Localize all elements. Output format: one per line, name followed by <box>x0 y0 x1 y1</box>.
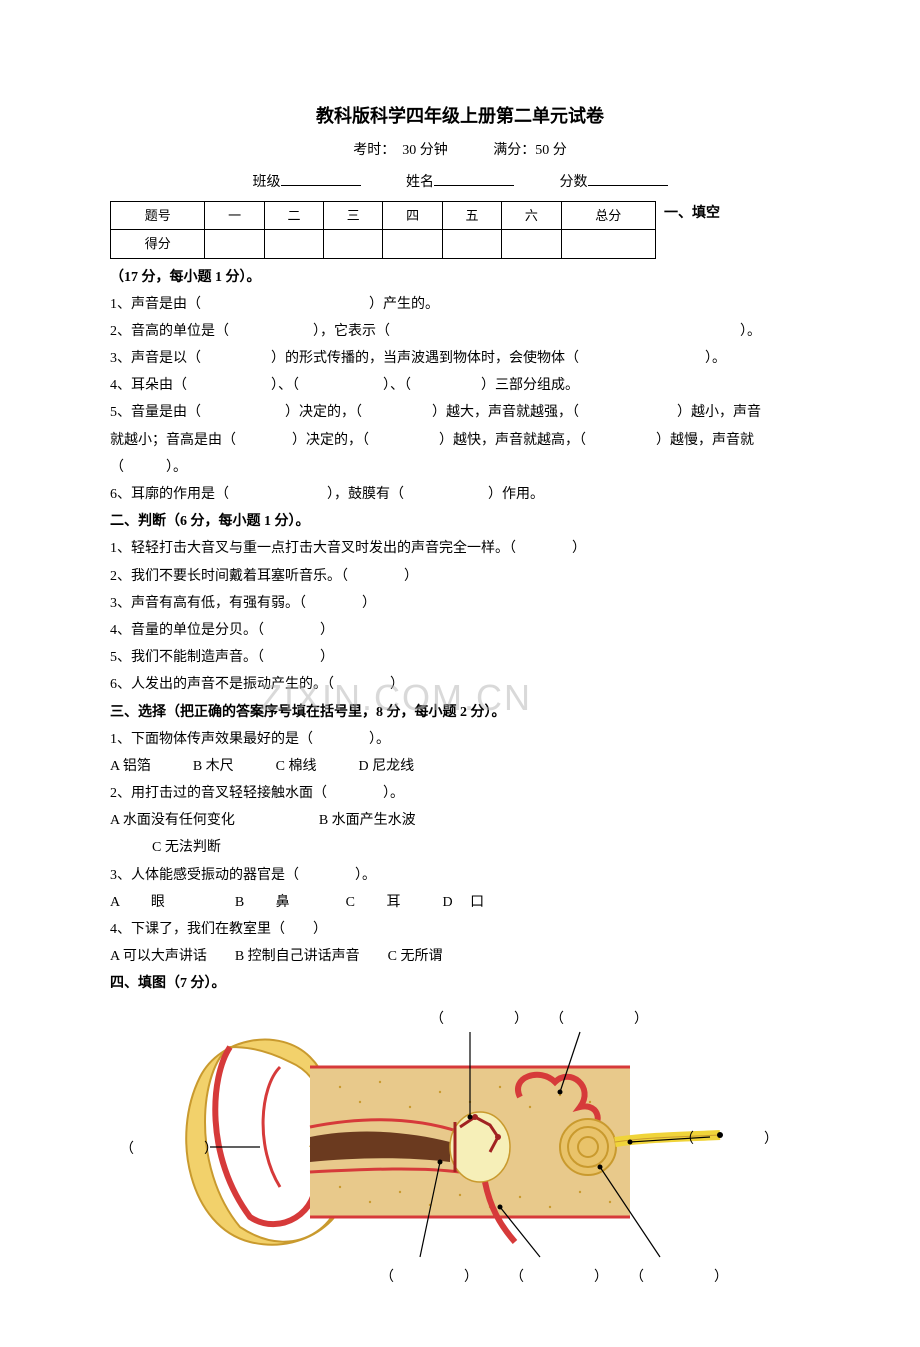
student-info: 班级 姓名 分数 <box>110 170 810 195</box>
s1-q5c: （ ）。 <box>110 455 810 480</box>
ear-label-right[interactable]: （ ） <box>680 1127 778 1152</box>
td-score-label: 得分 <box>111 230 205 258</box>
ear-label-top2[interactable]: （ ） <box>550 1007 648 1032</box>
td-cell[interactable] <box>383 230 442 258</box>
ear-label-bot1[interactable]: （ ） <box>380 1265 478 1290</box>
th-total: 总分 <box>561 201 655 229</box>
score-blank[interactable] <box>588 170 668 186</box>
exam-time-label: 考时： <box>353 143 395 158</box>
s2-q5: 5、我们不能制造声音。（ ） <box>110 645 810 670</box>
s3-q4: 4、下课了，我们在教室里（ ） <box>110 917 810 942</box>
table-row: 得分 <box>111 230 656 258</box>
s1-q4: 4、耳朵由（ ）、（ ）、（ ）三部分组成。 <box>110 373 810 398</box>
score-label: 分数 <box>560 175 588 190</box>
section1-head-prefix: 一、填空 <box>664 201 720 226</box>
s3-q4-opts: A 可以大声讲话 B 控制自己讲话声音 C 无所谓 <box>110 944 810 969</box>
ear-label-top1[interactable]: （ ） <box>430 1007 528 1032</box>
table-row: 题号 一 二 三 四 五 六 总分 <box>111 201 656 229</box>
s2-q4: 4、音量的单位是分贝。（ ） <box>110 618 810 643</box>
s3-q2-opts-a: A 水面没有任何变化 B 水面产生水波 <box>110 808 810 833</box>
td-cell[interactable] <box>442 230 501 258</box>
td-cell[interactable] <box>502 230 561 258</box>
ear-label-bot2[interactable]: （ ） <box>510 1265 608 1290</box>
exam-meta: 考时： 30 分钟 满分：50 分 <box>110 138 810 163</box>
exam-time-value: 30 分钟 <box>402 143 448 158</box>
td-cell[interactable] <box>205 230 264 258</box>
s3-q1-opts: A 铝箔 B 木尺 C 棉线 D 尼龙线 <box>110 754 810 779</box>
class-blank[interactable] <box>281 170 361 186</box>
s3-q3-opts: A 眼 B 鼻 C 耳 D 口 <box>110 890 810 915</box>
th-6: 六 <box>502 201 561 229</box>
section1-head: （17 分，每小题 1 分）。 <box>110 265 810 290</box>
ear-label-bot3[interactable]: （ ） <box>630 1265 728 1290</box>
th-4: 四 <box>383 201 442 229</box>
td-cell[interactable] <box>324 230 383 258</box>
ear-diagram: （ ） （ ） （ ） （ ） （ ） （ ） （ ） <box>160 1007 760 1287</box>
th-1: 一 <box>205 201 264 229</box>
s1-q1: 1、声音是由（ ）产生的。 <box>110 292 810 317</box>
s2-q6: 6、人发出的声音不是振动产生的。（ ） <box>110 672 810 697</box>
s3-q2: 2、用打击过的音叉轻轻接触水面（ ）。 <box>110 781 810 806</box>
ear-label-left[interactable]: （ ） <box>120 1137 218 1162</box>
s2-q1: 1、轻轻打击大音叉与重一点打击大音叉时发出的声音完全一样。（ ） <box>110 536 810 561</box>
page-title: 教科版科学四年级上册第二单元试卷 <box>110 100 810 132</box>
section3-head: 三、选择（把正确的答案序号填在括号里，8 分，每小题 2 分）。 <box>110 700 810 725</box>
score-table: 题号 一 二 三 四 五 六 总分 得分 <box>110 201 656 259</box>
s1-q6: 6、耳廓的作用是（ ），鼓膜有（ ）作用。 <box>110 482 810 507</box>
th-5: 五 <box>442 201 501 229</box>
s2-q3: 3、声音有高有低，有强有弱。（ ） <box>110 591 810 616</box>
name-blank[interactable] <box>434 170 514 186</box>
th-2: 二 <box>264 201 323 229</box>
s3-q2-opts-b: C 无法判断 <box>110 835 810 860</box>
s3-q1: 1、下面物体传声效果最好的是（ ）。 <box>110 727 810 752</box>
th-qno: 题号 <box>111 201 205 229</box>
name-label: 姓名 <box>406 175 434 190</box>
ear-svg <box>160 1007 760 1267</box>
s1-q3: 3、声音是以（ ）的形式传播的，当声波遇到物体时，会使物体（ ）。 <box>110 346 810 371</box>
full-score-label: 满分：50 分 <box>493 143 567 158</box>
section4-head: 四、填图（7 分）。 <box>110 971 810 996</box>
s1-q2: 2、音高的单位是（ ），它表示（ ）。 <box>110 319 810 344</box>
td-cell[interactable] <box>561 230 655 258</box>
section2-head: 二、判断（6 分，每小题 1 分）。 <box>110 509 810 534</box>
s1-q5a: 5、音量是由（ ）决定的，（ ）越大，声音就越强，（ ）越小，声音 <box>110 400 810 425</box>
s1-q5b: 就越小；音高是由（ ）决定的，（ ）越快，声音就越高，（ ）越慢，声音就 <box>110 428 810 453</box>
class-label: 班级 <box>253 175 281 190</box>
th-3: 三 <box>324 201 383 229</box>
td-cell[interactable] <box>264 230 323 258</box>
s2-q2: 2、我们不要长时间戴着耳塞听音乐。（ ） <box>110 564 810 589</box>
s3-q3: 3、人体能感受振动的器官是（ ）。 <box>110 863 810 888</box>
